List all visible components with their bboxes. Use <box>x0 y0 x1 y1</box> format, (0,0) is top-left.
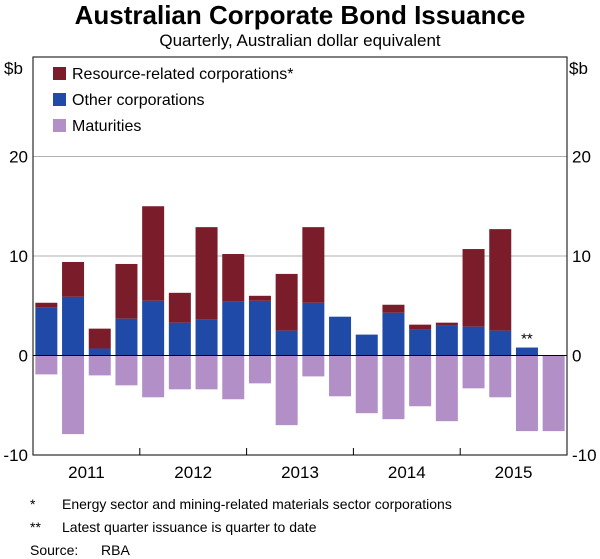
maturities-bar <box>195 355 218 390</box>
other-bar <box>248 300 271 356</box>
maturities-bar <box>489 355 512 398</box>
other-bar <box>302 302 325 356</box>
x-year-label: 2013 <box>281 463 319 482</box>
maturities-bar <box>88 355 111 376</box>
chart-subtitle: Quarterly, Australian dollar equivalent <box>159 31 441 50</box>
resource-bar <box>195 227 218 320</box>
legend-maturities-swatch <box>53 119 66 132</box>
other-bar <box>222 301 245 356</box>
maturities-bar <box>248 355 271 384</box>
y-tick-label-right: -10 <box>572 446 597 465</box>
legend-other-label: Other corporations <box>72 92 205 109</box>
footnote-quarter-mark: ** <box>30 519 41 535</box>
other-bar <box>382 312 405 356</box>
other-bar <box>88 348 111 356</box>
other-bar <box>195 319 218 356</box>
resource-bar <box>88 328 111 349</box>
maturities-bar <box>435 355 458 422</box>
source-line: Source: RBA <box>30 541 130 559</box>
y-unit-left: $b <box>4 59 23 78</box>
plot-frame <box>32 56 568 456</box>
x-year-label: 2015 <box>495 463 533 482</box>
resource-bar <box>62 261 85 297</box>
resource-bar <box>115 263 138 319</box>
resource-bar <box>435 322 458 326</box>
other-bar <box>435 325 458 356</box>
maturities-bar <box>382 355 405 420</box>
maturities-bar <box>542 355 565 432</box>
y-tick-label-left: 20 <box>9 148 28 167</box>
y-unit-right: $b <box>569 59 588 78</box>
maturities-bar <box>275 355 298 426</box>
maturities-bar <box>302 355 325 377</box>
y-tick-label-right: 20 <box>572 148 591 167</box>
resource-bar <box>275 273 298 331</box>
legend-other-swatch <box>53 93 66 106</box>
maturities-bar <box>115 355 138 386</box>
source-text: RBA <box>101 542 130 558</box>
other-bar <box>515 347 538 356</box>
other-bar <box>142 300 165 356</box>
maturities-bar <box>515 355 538 432</box>
x-year-label: 2011 <box>68 463 105 482</box>
other-bar <box>62 296 85 356</box>
chart-title: Australian Corporate Bond Issuance <box>74 0 526 30</box>
resource-bar <box>302 227 325 303</box>
legend-maturities-label: Maturities <box>72 118 141 135</box>
resource-bar <box>248 295 271 301</box>
other-bar <box>275 330 298 356</box>
footnote-quarter-text: Latest quarter issuance is quarter to da… <box>62 519 317 535</box>
other-bar <box>115 318 138 356</box>
maturities-bar <box>168 355 191 390</box>
legend-resource-swatch <box>53 67 66 80</box>
x-year-label: 2012 <box>174 463 212 482</box>
resource-bar <box>462 249 485 327</box>
resource-bar <box>222 254 245 302</box>
other-bar <box>355 334 378 356</box>
other-bar <box>168 322 191 356</box>
other-bar <box>462 326 485 356</box>
y-tick-label-left: -10 <box>3 446 28 465</box>
maturities-bar <box>62 355 85 435</box>
maturities-bar <box>329 355 352 397</box>
maturities-bar <box>355 355 378 414</box>
footnote-resource: * Energy sector and mining-related materi… <box>30 495 452 513</box>
maturities-bar <box>142 355 165 398</box>
y-tick-label-right: 0 <box>572 347 581 366</box>
other-bar <box>35 307 58 356</box>
resource-bar <box>142 206 165 301</box>
maturities-bar <box>222 355 245 400</box>
other-bar <box>489 330 512 356</box>
resource-bar <box>409 324 432 330</box>
y-tick-label-right: 10 <box>572 247 591 266</box>
y-tick-label-left: 0 <box>19 347 28 366</box>
resource-bar <box>489 229 512 331</box>
legend-resource-label: Resource-related corporations* <box>72 66 293 83</box>
bond-issuance-chart: -10 -10 0 0 10 10 20 20 $b $b 2011 2012 2013 2014 2015… <box>3 56 597 482</box>
resource-bar <box>35 302 58 308</box>
x-year-label: 2014 <box>388 463 426 482</box>
source-label: Source: <box>30 542 79 558</box>
other-bar <box>329 316 352 356</box>
y-tick-label-left: 10 <box>9 247 28 266</box>
maturities-bar <box>409 355 432 407</box>
resource-bar <box>168 292 191 323</box>
latest-quarter-annotation: ** <box>521 331 533 348</box>
resource-bar <box>382 304 405 313</box>
maturities-bar <box>462 355 485 389</box>
maturities-bar <box>35 355 58 375</box>
footnote-quarter: ** Latest quarter issuance is quarter to … <box>30 518 316 536</box>
footnote-resource-text: Energy sector and mining-related materia… <box>62 496 452 512</box>
footnote-resource-mark: * <box>30 496 36 512</box>
other-bar <box>409 329 432 356</box>
